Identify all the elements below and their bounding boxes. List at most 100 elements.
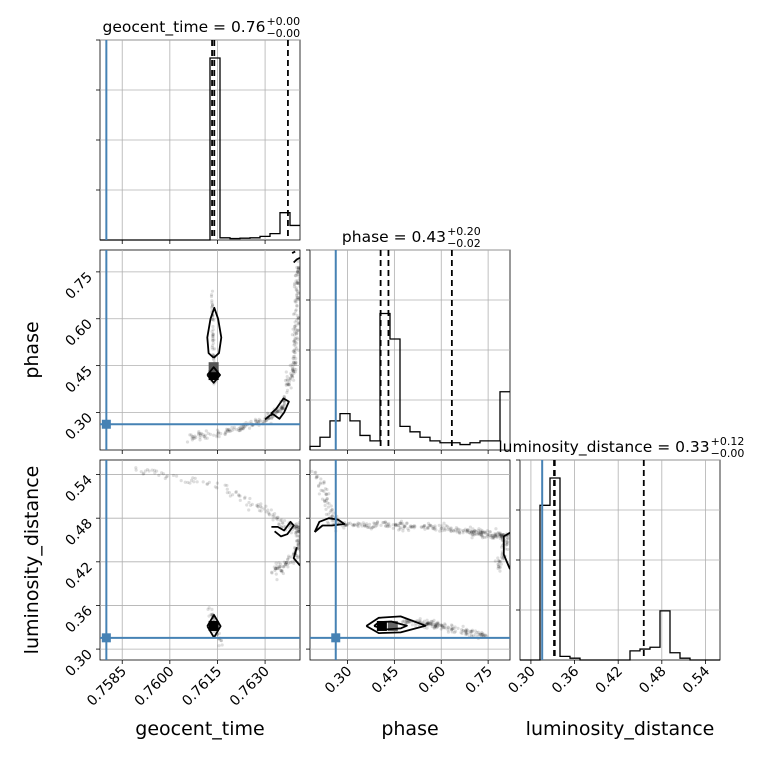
- sample-point: [209, 612, 213, 617]
- sample-point: [292, 324, 297, 329]
- sample-point: [205, 482, 209, 486]
- sample-point: [446, 528, 450, 532]
- sample-point: [439, 623, 443, 627]
- density-peak: [208, 620, 219, 631]
- sample-point: [383, 520, 388, 524]
- sample-point: [257, 509, 262, 513]
- sample-point: [278, 408, 283, 412]
- sample-point: [496, 565, 500, 569]
- sample-point: [203, 433, 208, 437]
- sample-point: [294, 524, 298, 528]
- sample-point: [298, 284, 300, 288]
- sample-point: [362, 522, 366, 527]
- sample-point: [273, 568, 277, 573]
- sample-point: [295, 280, 299, 284]
- sample-point: [425, 622, 429, 626]
- sample-point: [458, 531, 462, 536]
- sample-point: [401, 529, 405, 533]
- sample-point: [258, 504, 263, 508]
- sample-point: [461, 528, 466, 533]
- sample-point: [292, 361, 296, 365]
- sample-point: [274, 517, 279, 521]
- sample-point: [399, 521, 403, 525]
- sample-point: [495, 535, 499, 540]
- sample-point: [414, 624, 418, 628]
- sample-point: [292, 343, 296, 347]
- sample-point: [223, 432, 227, 436]
- sample-point: [295, 295, 299, 299]
- sample-point: [465, 530, 469, 534]
- sample-point: [298, 541, 300, 545]
- sample-point: [429, 524, 433, 528]
- sample-point: [264, 510, 268, 514]
- sample-point: [428, 523, 432, 527]
- sample-point: [426, 525, 430, 529]
- sample-point: [399, 522, 403, 526]
- sample-point: [209, 613, 214, 617]
- sample-point: [381, 521, 385, 525]
- sample-point: [281, 405, 285, 410]
- sample-point: [299, 536, 300, 540]
- sample-point: [295, 289, 300, 294]
- sample-point: [394, 523, 398, 527]
- sample-point: [248, 496, 252, 501]
- sample-point: [198, 438, 202, 442]
- sample-point: [294, 356, 298, 361]
- sample-point: [282, 518, 287, 523]
- sample-point: [464, 632, 468, 636]
- sample-point: [464, 529, 468, 533]
- sample-point: [329, 504, 333, 508]
- sample-point: [411, 524, 416, 528]
- diag-title-main: luminosity_distance = 0.33: [498, 438, 709, 457]
- sample-point: [442, 626, 446, 630]
- sample-point: [451, 627, 455, 631]
- sample-point: [278, 518, 283, 523]
- sample-point: [488, 533, 492, 538]
- sample-point: [292, 333, 297, 337]
- truth-marker: [101, 633, 111, 643]
- sample-point: [292, 370, 296, 374]
- y-axis-label: phase: [21, 321, 43, 378]
- sample-point: [476, 528, 480, 533]
- x-tick-label: 0.7615: [179, 664, 225, 710]
- sample-point: [501, 532, 505, 537]
- sample-point: [463, 630, 467, 634]
- sample-point: [362, 524, 367, 528]
- sample-point: [449, 526, 453, 530]
- sample-point: [142, 471, 146, 475]
- sample-point: [294, 309, 298, 313]
- sample-point: [279, 562, 283, 566]
- sample-point: [267, 512, 271, 516]
- contour-line: [292, 547, 300, 567]
- sample-point: [197, 430, 201, 434]
- sample-point: [295, 529, 299, 533]
- sample-point: [225, 429, 230, 433]
- sample-point: [237, 429, 241, 433]
- sample-point: [400, 620, 404, 624]
- sample-point: [294, 524, 298, 528]
- sample-point: [294, 323, 298, 328]
- sample-point: [493, 534, 497, 538]
- sample-point: [274, 572, 278, 576]
- contour-line: [206, 366, 221, 384]
- sample-point: [357, 522, 361, 526]
- sample-point: [342, 526, 346, 530]
- sample-point: [491, 535, 495, 540]
- sample-point: [207, 606, 211, 610]
- sample-point: [365, 523, 369, 527]
- sample-point: [295, 525, 299, 529]
- sample-point: [475, 532, 479, 536]
- sample-point: [296, 267, 300, 271]
- sample-point: [290, 373, 294, 377]
- sample-point: [279, 410, 283, 415]
- sample-point: [410, 525, 414, 529]
- sample-point: [470, 629, 475, 633]
- sample-point: [431, 620, 435, 624]
- sample-point: [490, 536, 494, 540]
- sample-point: [459, 630, 463, 635]
- sample-point: [418, 617, 422, 621]
- sample-point: [134, 468, 138, 472]
- sample-point: [215, 481, 219, 485]
- sample-point: [240, 427, 244, 431]
- sample-point: [327, 492, 331, 496]
